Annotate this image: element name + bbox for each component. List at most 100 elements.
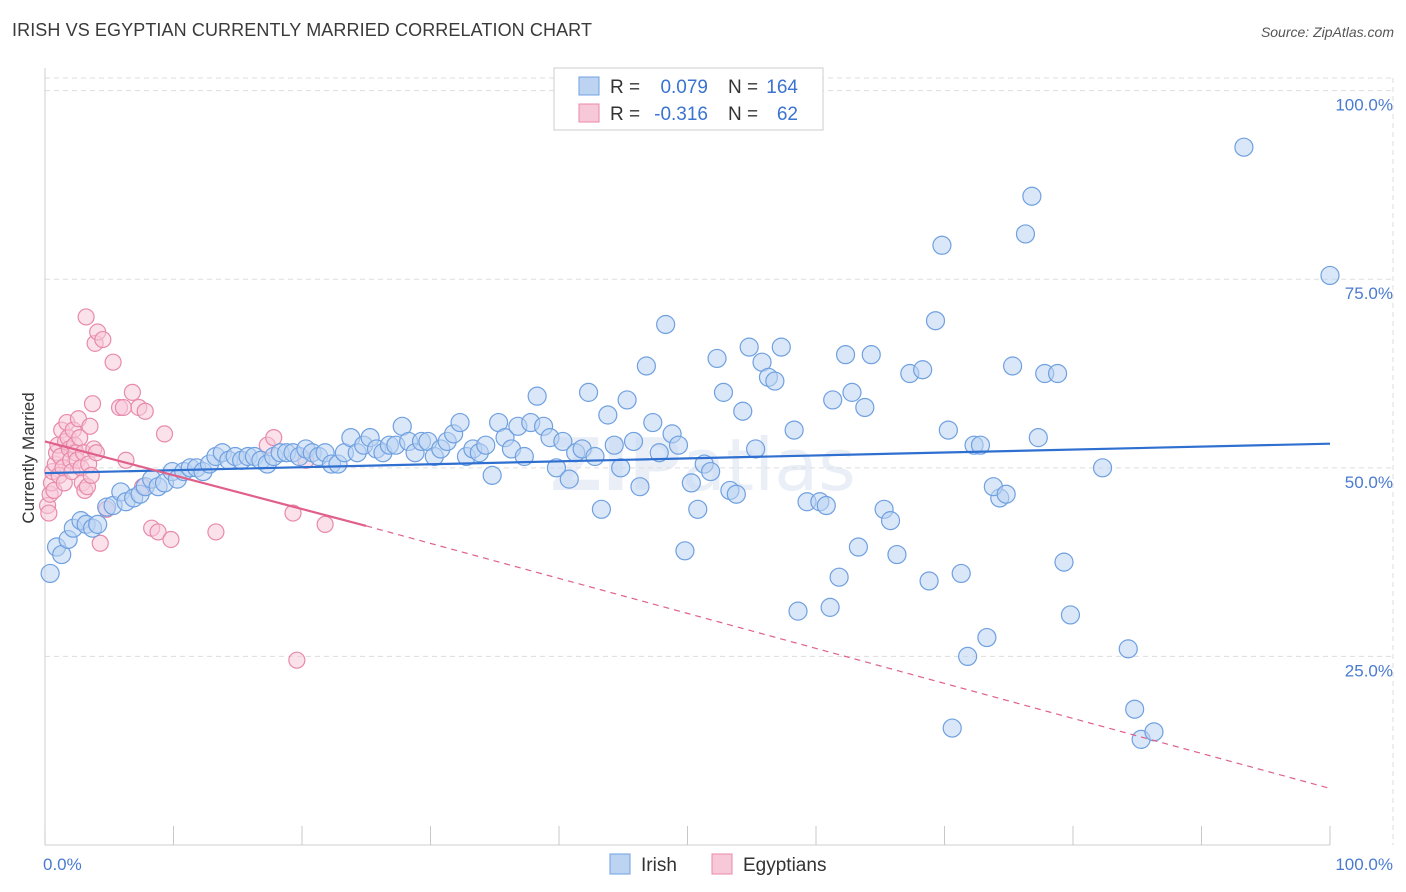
irish-point [1015, 224, 1036, 244]
egyptians-trend-line-extension [366, 525, 1331, 790]
legend-n-label-egyptians: N = [728, 104, 758, 125]
gridlines [45, 77, 1394, 845]
irish-point [617, 390, 637, 410]
irish-point [643, 412, 663, 433]
irish-point [598, 405, 618, 425]
irish-point [649, 443, 669, 463]
irish-point [739, 337, 759, 357]
egyptians-point [94, 330, 112, 349]
irish-point [636, 356, 656, 376]
irish-point [1060, 605, 1081, 625]
egyptians-trend-line [44, 440, 367, 527]
irish-point [788, 601, 808, 621]
irish-point [1054, 552, 1074, 572]
egyptians-point [284, 504, 302, 522]
irish-point [835, 345, 856, 365]
irish-point [848, 537, 869, 557]
irish-point [1144, 722, 1164, 742]
irish-point [726, 484, 746, 504]
irish-point [527, 386, 547, 406]
irish-point [996, 484, 1016, 504]
irish-point [630, 477, 650, 497]
bottom-legend-label-egyptians: Egyptians [743, 855, 826, 876]
y-tick-label-25: 25.0% [1345, 661, 1393, 680]
irish-point [816, 495, 836, 516]
irish-point [713, 382, 734, 402]
irish-point [450, 412, 470, 433]
legend-r-label-irish: R = [610, 77, 640, 98]
irish-point [861, 345, 881, 365]
irish-point [1092, 458, 1113, 478]
irish-point [855, 397, 875, 418]
irish-point [829, 567, 849, 587]
irish-point [970, 435, 991, 455]
trend-lines [44, 440, 1331, 790]
legend-r-label-egyptians: R = [610, 104, 640, 125]
irish-point [746, 439, 766, 459]
irish-point [585, 446, 605, 467]
irish-point [482, 465, 502, 485]
legend-n-value-egyptians: 62 [777, 104, 798, 125]
irish-point [604, 435, 624, 455]
irish-point [1003, 356, 1023, 376]
y-tick-label-50: 50.0% [1345, 473, 1393, 492]
egyptians-point [288, 651, 306, 669]
egyptians-point [149, 523, 167, 541]
x-tick-label-min: 0.0% [43, 855, 82, 874]
egyptians-points [38, 308, 334, 669]
egyptians-point [81, 417, 99, 435]
irish-point [1047, 363, 1068, 384]
y-axis-label: Currently Married [19, 392, 38, 523]
egyptians-point [104, 353, 122, 371]
legend-n-label-irish: N = [728, 77, 758, 98]
egyptians-point [207, 523, 225, 541]
chart-title: IRISH VS EGYPTIAN CURRENTLY MARRIED CORR… [12, 20, 593, 40]
irish-point [591, 499, 612, 519]
irish-point [823, 390, 843, 410]
x-tick-label-max: 100.0% [1335, 855, 1393, 874]
irish-point [656, 314, 676, 335]
irish-point [951, 563, 971, 584]
x-tick-marks [44, 826, 1331, 845]
bottom-legend-label-irish: Irish [641, 855, 677, 876]
irish-point [559, 469, 579, 489]
irish-point [40, 563, 60, 584]
irish-point [842, 382, 862, 402]
irish-point [784, 420, 804, 440]
irish-point [1320, 265, 1340, 286]
irish-point [546, 458, 567, 478]
source-label: Source: ZipAtlas.com [1260, 24, 1394, 40]
irish-point [765, 371, 785, 391]
egyptians-point [123, 383, 141, 401]
egyptians-point [91, 534, 109, 552]
y-tick-labels: 25.0% 50.0% 75.0% 100.0% [1335, 96, 1393, 681]
irish-point [820, 597, 840, 617]
irish-point [932, 235, 952, 255]
legend-r-value-irish: 0.079 [660, 77, 708, 98]
legend-r-value-egyptians: -0.316 [654, 104, 708, 125]
egyptians-point [82, 466, 100, 484]
irish-point [938, 420, 958, 440]
irish-point [688, 499, 708, 519]
legend-n-value-irish: 164 [766, 77, 798, 98]
egyptians-point [155, 425, 174, 443]
irish-point [476, 435, 496, 455]
egyptians-point [77, 308, 95, 326]
irish-point [913, 360, 933, 380]
irish-point [1022, 186, 1042, 206]
irish-points [40, 137, 1340, 749]
legend-swatch-egyptians [578, 103, 600, 123]
irish-point [977, 627, 997, 648]
irish-point [733, 401, 753, 421]
irish-point [701, 461, 721, 482]
egyptians-point [83, 395, 102, 413]
irish-point [707, 348, 727, 369]
irish-point [958, 646, 978, 667]
irish-point [623, 431, 644, 452]
egyptians-point [40, 504, 58, 522]
irish-point [880, 511, 901, 531]
irish-point [1028, 428, 1048, 448]
irish-point [675, 541, 695, 561]
egyptians-point [114, 398, 132, 417]
irish-trend-line [44, 442, 1331, 475]
